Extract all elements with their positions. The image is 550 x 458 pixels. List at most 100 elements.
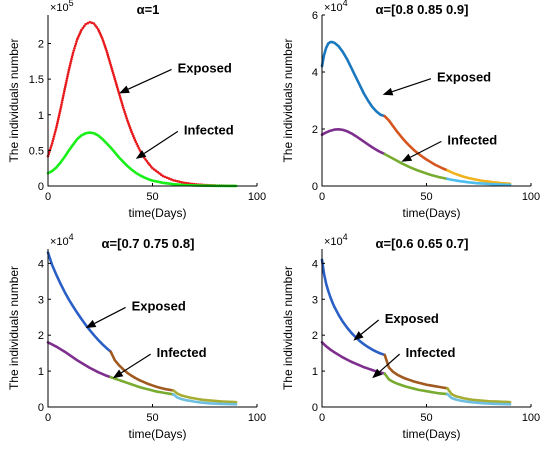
data-point bbox=[82, 24, 86, 28]
series-exposed-0 bbox=[46, 20, 236, 188]
data-point bbox=[107, 57, 111, 61]
y-tick-label: 3 bbox=[312, 294, 318, 306]
y-tick-label: 0 bbox=[312, 181, 318, 193]
data-point bbox=[88, 20, 92, 24]
y-tick-label: 1 bbox=[38, 110, 44, 122]
data-point bbox=[66, 72, 70, 76]
data-point bbox=[178, 180, 181, 184]
data-point bbox=[48, 150, 51, 154]
data-point bbox=[52, 135, 56, 138]
x-axis-label: time(Days) bbox=[402, 206, 460, 220]
data-point bbox=[124, 112, 127, 116]
annotation-arrow-head bbox=[135, 150, 147, 159]
data-point bbox=[50, 141, 54, 145]
annotation-arrow-shaft bbox=[360, 319, 380, 335]
y-tick-label: 2 bbox=[38, 330, 44, 342]
data-point bbox=[61, 98, 64, 102]
data-point bbox=[105, 49, 108, 52]
annotation-arrow-shaft bbox=[127, 68, 172, 90]
data-point bbox=[55, 126, 58, 129]
data-point bbox=[115, 85, 119, 89]
series-line-infected bbox=[320, 127, 386, 156]
data-point bbox=[116, 88, 120, 91]
data-point bbox=[113, 77, 117, 81]
data-point bbox=[81, 26, 85, 30]
data-point bbox=[137, 146, 141, 150]
y-tick-label: 1 bbox=[312, 366, 318, 378]
data-point bbox=[80, 28, 83, 32]
data-point bbox=[112, 73, 115, 77]
data-point bbox=[167, 177, 171, 180]
data-point bbox=[105, 51, 109, 54]
annotation-arrow-head bbox=[119, 85, 130, 94]
data-point bbox=[103, 43, 106, 46]
data-point bbox=[59, 107, 62, 111]
data-point bbox=[132, 136, 136, 140]
annotation-label-infected: Infected bbox=[157, 345, 207, 360]
data-point bbox=[52, 137, 55, 141]
data-point bbox=[106, 53, 110, 56]
data-point bbox=[122, 108, 126, 112]
data-point bbox=[124, 114, 128, 118]
y-tick-label: 6 bbox=[312, 10, 318, 22]
annotation-arrow-shaft bbox=[94, 306, 126, 324]
series-line-infected bbox=[46, 131, 238, 188]
y-axis-label: The individuals number bbox=[281, 266, 295, 390]
data-point bbox=[69, 62, 72, 65]
data-point bbox=[163, 175, 167, 179]
annotation-label-infected: Infected bbox=[406, 345, 456, 360]
data-point bbox=[120, 100, 123, 103]
data-point bbox=[94, 24, 97, 27]
annotation-arrow-head bbox=[112, 369, 124, 379]
data-point bbox=[60, 103, 63, 106]
y-exponent-label: ×104 bbox=[324, 232, 348, 248]
data-point bbox=[58, 111, 61, 115]
data-point bbox=[130, 130, 133, 134]
y-tick-label: 4 bbox=[38, 258, 44, 270]
data-point bbox=[51, 139, 55, 143]
annotation-arrow-head bbox=[382, 87, 394, 96]
data-point bbox=[108, 61, 112, 65]
data-point bbox=[172, 179, 175, 182]
data-point bbox=[104, 47, 108, 50]
x-tick-label: 50 bbox=[420, 191, 432, 203]
data-point bbox=[75, 40, 78, 43]
y-tick-label: 2 bbox=[312, 124, 318, 136]
series-line-segment-4 bbox=[383, 372, 449, 396]
axis-lines bbox=[321, 249, 531, 408]
data-point bbox=[69, 60, 73, 63]
series-line-segment-5 bbox=[172, 393, 238, 406]
data-point bbox=[71, 53, 74, 57]
series-line-infected bbox=[46, 341, 112, 379]
data-point bbox=[119, 98, 123, 101]
data-point bbox=[49, 146, 53, 149]
data-point bbox=[95, 26, 99, 29]
series-line-segment-2 bbox=[446, 169, 512, 186]
series-line-segment-5 bbox=[446, 392, 512, 406]
annotation-arrow-head bbox=[401, 153, 413, 162]
data-point bbox=[161, 174, 165, 178]
data-point bbox=[131, 132, 134, 136]
data-point bbox=[176, 180, 179, 183]
annotation-arrow-shaft bbox=[379, 353, 400, 373]
y-tick-label: 3 bbox=[38, 294, 44, 306]
data-point bbox=[55, 124, 59, 127]
annotation-label-infected: Infected bbox=[447, 132, 497, 147]
data-point bbox=[108, 59, 111, 63]
y-exponent-label: ×105 bbox=[50, 0, 74, 14]
data-point bbox=[72, 49, 76, 52]
data-point bbox=[66, 74, 69, 78]
y-tick-label: 2 bbox=[38, 39, 44, 51]
data-point bbox=[62, 92, 66, 95]
data-point bbox=[110, 67, 114, 71]
data-point bbox=[131, 134, 135, 138]
series-line-segment-2 bbox=[446, 387, 512, 404]
annotation-arrow-shaft bbox=[120, 353, 152, 374]
x-axis-label: time(Days) bbox=[128, 206, 186, 220]
data-point bbox=[182, 181, 186, 185]
x-tick-label: 100 bbox=[522, 191, 540, 203]
data-point bbox=[136, 144, 140, 148]
chart-title: α=[0.8 0.85 0.9] bbox=[376, 2, 469, 17]
series-line-exposed bbox=[320, 40, 386, 118]
